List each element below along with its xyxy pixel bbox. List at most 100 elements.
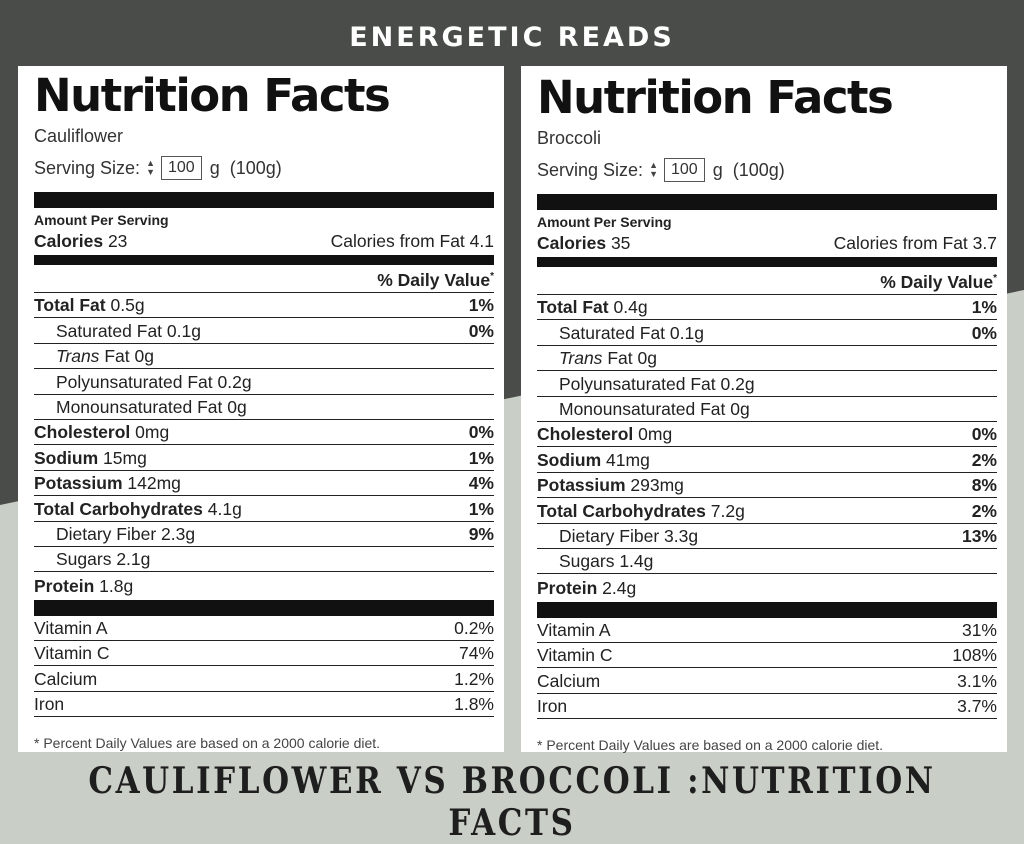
trans-fat-row: Trans Fat 0g bbox=[34, 344, 494, 370]
divider-thick bbox=[34, 192, 494, 208]
sugars-row: Sugars 1.4g bbox=[537, 549, 997, 575]
monounsaturated-fat-row: Monounsaturated Fat 0g bbox=[34, 395, 494, 420]
dietary-fiber-value: 2.3g bbox=[161, 523, 196, 544]
daily-value-mark: * bbox=[993, 273, 997, 285]
total-carbohydrates-label: Total Carbohydrates bbox=[34, 498, 203, 519]
monounsaturated-fat-value: 0g bbox=[730, 398, 750, 419]
saturated-fat-label: Saturated Fat bbox=[559, 322, 666, 343]
cholesterol-label: Cholesterol bbox=[34, 422, 131, 443]
serving-size-input[interactable]: 100 bbox=[663, 158, 705, 182]
total-carbohydrates-pct: 2% bbox=[971, 500, 997, 521]
stepper-down-icon[interactable]: ▼ bbox=[146, 167, 155, 177]
cholesterol-row: Cholesterol 0mg 0% bbox=[537, 422, 997, 448]
trans-fat-row: Trans Fat 0g bbox=[537, 346, 997, 372]
sodium-pct: 2% bbox=[971, 449, 997, 470]
saturated-fat-value: 0.1g bbox=[669, 322, 704, 343]
total-fat-pct: 1% bbox=[971, 297, 997, 318]
total-carbohydrates-row: Total Carbohydrates 7.2g 2% bbox=[537, 498, 997, 524]
daily-value-header: % Daily Value* bbox=[537, 267, 997, 295]
fat-label: Fat bbox=[607, 348, 633, 369]
stepper-down-icon[interactable]: ▼ bbox=[649, 169, 658, 179]
dietary-fiber-row: Dietary Fiber 3.3g 13% bbox=[537, 524, 997, 549]
protein-label: Protein bbox=[34, 575, 95, 596]
total-carbohydrates-value: 4.1g bbox=[207, 498, 242, 519]
calcium-label: Calcium bbox=[34, 668, 98, 689]
vitamin-c-row: Vitamin C 74% bbox=[34, 641, 494, 667]
potassium-value: 142mg bbox=[127, 473, 181, 494]
protein-value: 2.4g bbox=[602, 577, 637, 598]
sodium-value: 41mg bbox=[606, 449, 650, 470]
calcium-pct: 1.2% bbox=[454, 668, 494, 689]
serving-size-input[interactable]: 100 bbox=[160, 156, 202, 180]
total-fat-row: Total Fat 0.4g 1% bbox=[537, 295, 997, 321]
vitamin-a-row: Vitamin A 0.2% bbox=[34, 616, 494, 642]
trans-fat-value: 0g bbox=[134, 346, 154, 367]
sodium-row: Sodium 15mg 1% bbox=[34, 445, 494, 471]
calories-from-fat-value: 4.1 bbox=[469, 231, 494, 251]
total-fat-label: Total Fat bbox=[34, 295, 106, 316]
nutrition-panel-broccoli: Nutrition Facts Broccoli Serving Size: ▲… bbox=[521, 66, 1007, 753]
calories-row: Calories 35 Calories from Fat 3.7 bbox=[537, 231, 997, 255]
iron-pct: 3.7% bbox=[957, 696, 997, 717]
amount-per-serving: Amount Per Serving bbox=[537, 214, 672, 230]
cholesterol-label: Cholesterol bbox=[537, 424, 634, 445]
calories-from-fat-value: 3.7 bbox=[972, 233, 997, 253]
vitamin-a-label: Vitamin A bbox=[537, 620, 611, 641]
dietary-fiber-row: Dietary Fiber 2.3g 9% bbox=[34, 522, 494, 547]
total-fat-value: 0.4g bbox=[613, 297, 648, 318]
serving-grams: (100g) bbox=[229, 157, 282, 178]
nutrition-panel-cauliflower: Nutrition Facts Cauliflower Serving Size… bbox=[18, 66, 504, 752]
serving-stepper[interactable]: ▲ ▼ bbox=[649, 161, 658, 179]
stepper-up-icon[interactable]: ▲ bbox=[146, 158, 155, 168]
calories-label: Calories bbox=[537, 233, 607, 253]
dietary-fiber-label: Dietary Fiber bbox=[559, 525, 660, 546]
divider-medium bbox=[537, 257, 997, 267]
cholesterol-row: Cholesterol 0mg 0% bbox=[34, 420, 494, 446]
food-name: Broccoli bbox=[537, 128, 602, 148]
monounsaturated-fat-row: Monounsaturated Fat 0g bbox=[537, 397, 997, 422]
sodium-pct: 1% bbox=[468, 447, 494, 468]
stepper-up-icon[interactable]: ▲ bbox=[649, 160, 658, 170]
vitamin-a-pct: 31% bbox=[961, 620, 997, 641]
calories-label: Calories bbox=[34, 231, 104, 251]
saturated-fat-value: 0.1g bbox=[166, 320, 201, 341]
sugars-value: 2.1g bbox=[116, 549, 151, 570]
polyunsaturated-fat-label: Polyunsaturated Fat bbox=[56, 371, 213, 392]
potassium-label: Potassium bbox=[537, 475, 626, 496]
calories-from-fat-label: Calories from Fat bbox=[330, 231, 465, 251]
total-carbohydrates-value: 7.2g bbox=[710, 500, 745, 521]
sugars-label: Sugars bbox=[559, 551, 615, 572]
calories-value: 23 bbox=[107, 231, 128, 251]
total-fat-pct: 1% bbox=[468, 295, 494, 316]
cholesterol-value: 0mg bbox=[135, 422, 170, 443]
iron-label: Iron bbox=[537, 696, 568, 717]
potassium-label: Potassium bbox=[34, 473, 123, 494]
polyunsaturated-fat-value: 0.2g bbox=[217, 371, 252, 392]
footnote: * Percent Daily Values are based on a 20… bbox=[34, 735, 381, 752]
polyunsaturated-fat-row: Polyunsaturated Fat 0.2g bbox=[537, 371, 997, 397]
total-fat-value: 0.5g bbox=[110, 295, 145, 316]
calcium-row: Calcium 1.2% bbox=[34, 666, 494, 692]
saturated-fat-row: Saturated Fat 0.1g 0% bbox=[34, 318, 494, 344]
trans-label: Trans bbox=[559, 348, 603, 369]
divider-medium bbox=[34, 255, 494, 265]
serving-stepper[interactable]: ▲ ▼ bbox=[146, 159, 155, 177]
footer-title: CAULIFLOWER VS BROCCOLI :NUTRITION FACTS bbox=[88, 760, 936, 844]
dietary-fiber-pct: 13% bbox=[961, 525, 997, 546]
iron-row: Iron 3.7% bbox=[537, 694, 997, 720]
daily-value-label: % Daily Value bbox=[880, 272, 994, 292]
potassium-value: 293mg bbox=[630, 475, 684, 496]
vitamin-c-label: Vitamin C bbox=[34, 643, 110, 664]
cholesterol-pct: 0% bbox=[468, 422, 494, 443]
vitamin-c-pct: 108% bbox=[952, 645, 997, 666]
sugars-row: Sugars 2.1g bbox=[34, 547, 494, 573]
serving-unit: g bbox=[209, 157, 220, 178]
nutrition-facts-heading: Nutrition Facts bbox=[34, 69, 391, 122]
calories-row: Calories 23 Calories from Fat 4.1 bbox=[34, 229, 494, 253]
polyunsaturated-fat-label: Polyunsaturated Fat bbox=[559, 373, 716, 394]
saturated-fat-row: Saturated Fat 0.1g 0% bbox=[537, 320, 997, 346]
sugars-value: 1.4g bbox=[619, 551, 654, 572]
calories-from-fat-label: Calories from Fat bbox=[833, 233, 968, 253]
protein-label: Protein bbox=[537, 577, 598, 598]
fat-label: Fat bbox=[104, 346, 130, 367]
